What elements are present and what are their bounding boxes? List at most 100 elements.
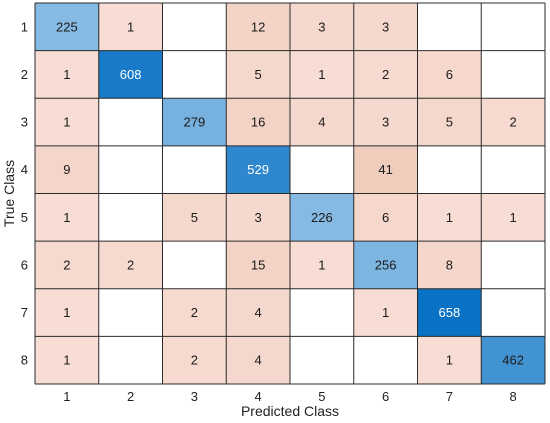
cell-r8-c7: [417, 336, 482, 384]
cell-r5-c8: [481, 193, 545, 242]
cell-r2-c4: [226, 50, 290, 99]
cell-r4-c8: [481, 145, 545, 194]
cell-value-r7-c4: 4: [255, 305, 262, 320]
cell-r4-c1: [35, 145, 99, 194]
cell-r1-c6: [353, 3, 418, 51]
y-tick-label: 1: [21, 19, 28, 34]
cell-value-r3-c4: 16: [251, 115, 265, 130]
x-axis-label: Predicted Class: [241, 403, 339, 419]
cell-r1-c7: [417, 3, 482, 51]
cell-r2-c3: [162, 50, 227, 99]
labels-layer: 225 1 12 3 31 608 5 1 2 61 279 16 4 3 5 29 529 411 5 3 226 6 1…: [56, 19, 524, 367]
cell-value-r2-c7: 6: [446, 67, 453, 82]
cell-value-r3-c3: 279: [184, 115, 206, 130]
cell-value-r6-c5: 1: [318, 257, 325, 272]
cell-value-r8-c8: 462: [502, 353, 524, 368]
cell-r3-c8: [481, 98, 545, 146]
cell-r4-c5: [290, 145, 354, 194]
cell-r7-c5: [290, 288, 354, 337]
cell-r7-c2: [98, 288, 163, 337]
cell-value-r6-c6: 256: [375, 257, 397, 272]
cell-value-r6-c7: 8: [446, 257, 453, 272]
cell-value-r3-c7: 5: [446, 115, 453, 130]
cell-value-r4-c4: 529: [247, 162, 269, 177]
cell-r8-c5: [290, 336, 354, 384]
x-tick-label: 1: [63, 389, 70, 404]
cell-r4-c3: [162, 145, 227, 194]
cell-r5-c5: [290, 193, 354, 242]
cell-r5-c1: [35, 193, 99, 242]
cell-value-r2-c5: 1: [318, 67, 325, 82]
cell-r8-c6: [353, 336, 418, 384]
cell-r7-c4: [226, 288, 290, 337]
cell-r5-c2: [98, 193, 163, 242]
cell-r8-c8: [481, 336, 545, 384]
y-tick-label: 3: [21, 115, 28, 130]
cell-r1-c1: [35, 3, 99, 51]
cell-r2-c8: [481, 50, 545, 99]
cell-r6-c2: [98, 241, 163, 289]
cell-r2-c2: [98, 50, 163, 99]
cell-value-r5-c6: 6: [382, 210, 389, 225]
cell-value-r4-c6: 41: [378, 162, 392, 177]
cell-value-r1-c5: 3: [318, 19, 325, 34]
cell-value-r6-c4: 15: [251, 257, 265, 272]
cell-value-r8-c4: 4: [255, 353, 262, 368]
x-tick-label: 4: [255, 389, 262, 404]
cell-r8-c1: [35, 336, 99, 384]
ticks-layer: 1 2 3 4 5 6 7 8 1 2 3 4 5 6 7 8: [21, 19, 517, 404]
cell-value-r5-c8: 1: [510, 210, 517, 225]
cell-r2-c5: [290, 50, 354, 99]
cell-r2-c7: [417, 50, 482, 99]
cell-value-r8-c3: 2: [191, 353, 198, 368]
cell-value-r5-c1: 1: [63, 210, 70, 225]
cell-r6-c3: [162, 241, 227, 289]
cell-value-r5-c5: 226: [311, 210, 333, 225]
cell-r6-c1: [35, 241, 99, 289]
grid-layer: [34, 2, 546, 385]
cell-r7-c8: [481, 288, 545, 337]
cell-value-r4-c1: 9: [63, 162, 70, 177]
cell-r1-c5: [290, 3, 354, 51]
x-tick-label: 7: [446, 389, 453, 404]
cell-r8-c3: [162, 336, 227, 384]
cell-r3-c3: [162, 98, 227, 146]
cell-r3-c5: [290, 98, 354, 146]
cell-value-r1-c2: 1: [127, 19, 134, 34]
y-tick-label: 5: [21, 210, 28, 225]
cell-value-r5-c3: 5: [191, 210, 198, 225]
cell-r7-c6: [353, 288, 418, 337]
y-tick-label: 4: [21, 162, 28, 177]
cell-value-r6-c2: 2: [127, 257, 134, 272]
y-tick-label: 2: [21, 67, 28, 82]
cells-layer: [35, 3, 545, 384]
y-tick-label: 6: [21, 257, 28, 272]
cell-r1-c3: [162, 3, 227, 51]
cell-value-r3-c8: 2: [510, 115, 517, 130]
cell-r7-c1: [35, 288, 99, 337]
cell-value-r2-c2: 608: [120, 67, 142, 82]
cell-r1-c2: [98, 3, 163, 51]
y-axis-label: True Class: [1, 160, 17, 227]
cell-r5-c4: [226, 193, 290, 242]
cell-value-r3-c6: 3: [382, 115, 389, 130]
cell-r1-c8: [481, 3, 545, 51]
cell-r7-c7: [417, 288, 482, 337]
cell-r5-c6: [353, 193, 418, 242]
cell-value-r2-c4: 5: [255, 67, 262, 82]
cell-value-r3-c1: 1: [63, 115, 70, 130]
cell-value-r8-c7: 1: [446, 353, 453, 368]
y-tick-label: 7: [21, 305, 28, 320]
cell-r5-c3: [162, 193, 227, 242]
x-tick-label: 8: [510, 389, 517, 404]
cell-r4-c2: [98, 145, 163, 194]
cell-r6-c7: [417, 241, 482, 289]
cell-value-r1-c1: 225: [56, 19, 78, 34]
cell-value-r5-c7: 1: [446, 210, 453, 225]
cell-value-r5-c4: 3: [255, 210, 262, 225]
x-tick-label: 3: [191, 389, 198, 404]
cell-r6-c4: [226, 241, 290, 289]
cell-r4-c4: [226, 145, 290, 194]
cell-r2-c6: [353, 50, 418, 99]
